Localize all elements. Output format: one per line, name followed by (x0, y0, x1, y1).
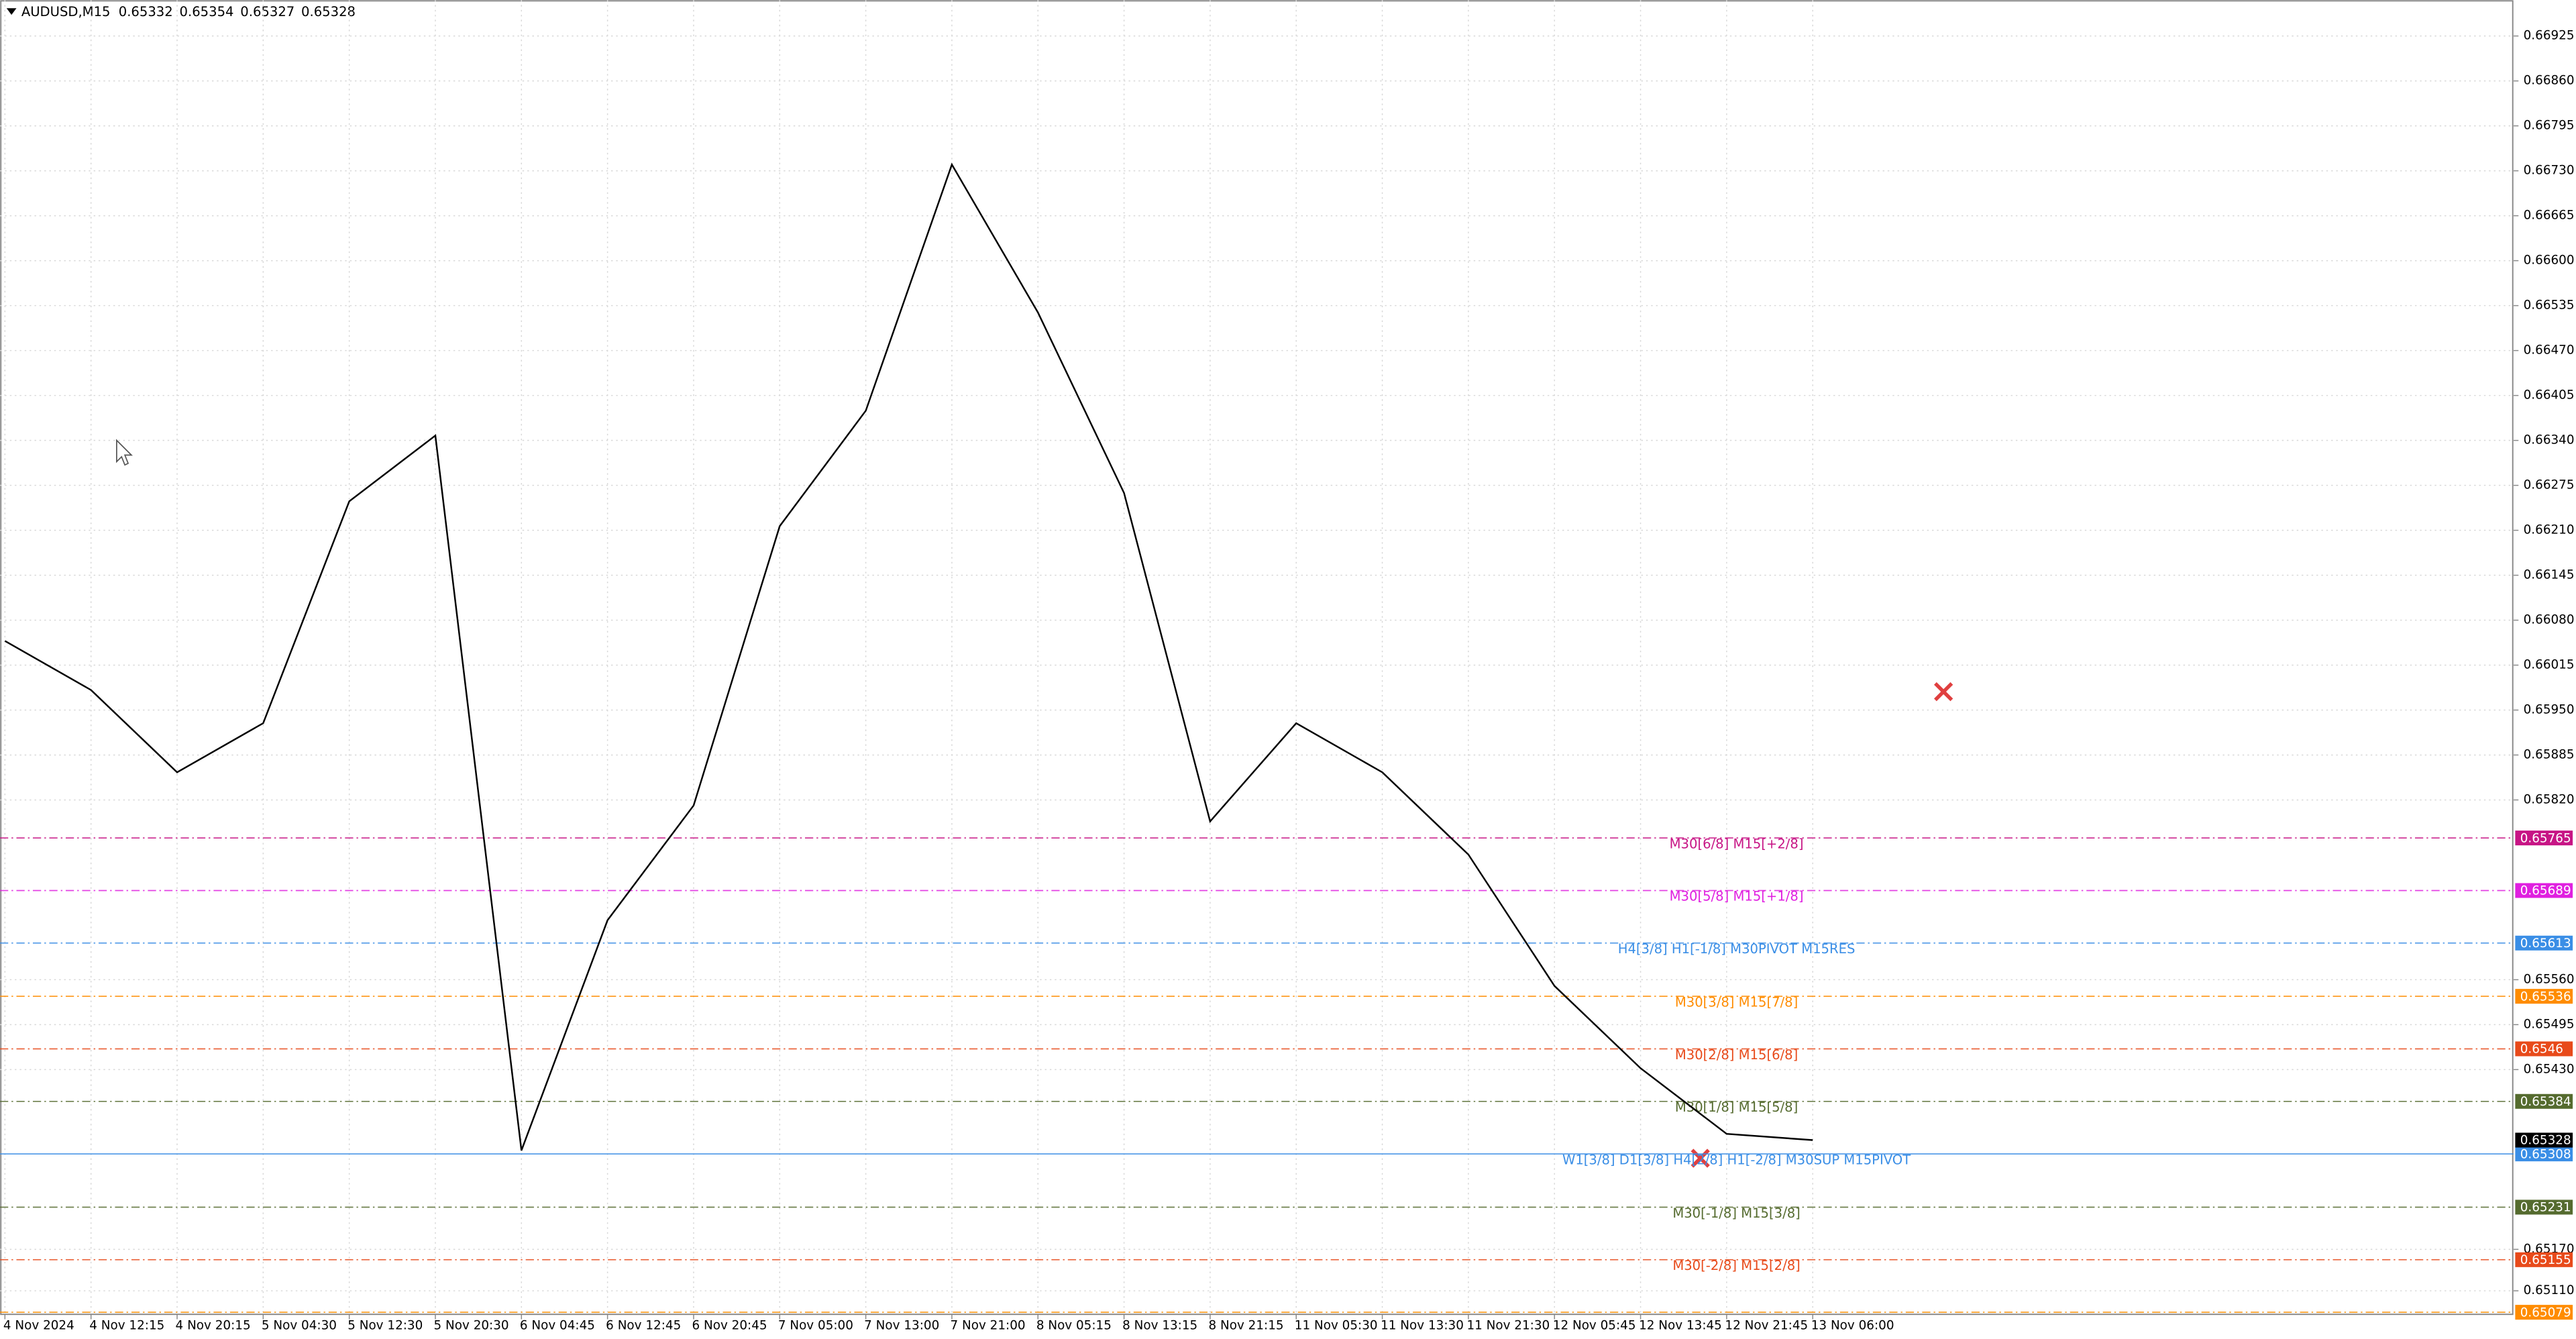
delete-marker[interactable] (1690, 1148, 1710, 1168)
ohlc-value: 0.65332 (119, 4, 173, 19)
price-tag (2515, 1199, 2573, 1215)
price-tag-label: 0.65765 (2520, 831, 2571, 845)
y-tick-label: 0.66665 (2524, 209, 2575, 223)
x-tick-label: 6 Nov 20:45 (692, 1318, 767, 1332)
y-tick-label: 0.66080 (2524, 612, 2575, 627)
price-tag-label: 0.65155 (2520, 1253, 2571, 1267)
y-tick-label: 0.66405 (2524, 388, 2575, 403)
level-label: W1[3/8] D1[3/8] H4[2/8] H1[-2/8] M30SUP … (1562, 1152, 1911, 1167)
price-tag (2515, 989, 2573, 1004)
current-price-tag (2515, 1132, 2573, 1148)
y-tick-label: 0.65820 (2524, 792, 2575, 806)
level-label: M30[2/8] M15[6/8] (1675, 1047, 1798, 1063)
price-tag-label: 0.65384 (2520, 1095, 2571, 1109)
x-tick-label: 11 Nov 21:30 (1466, 1318, 1550, 1332)
y-tick-label: 0.66925 (2524, 29, 2575, 43)
delete-marker[interactable] (1933, 682, 1953, 702)
y-tick-label: 0.66340 (2524, 433, 2575, 447)
price-tag (2515, 1041, 2573, 1057)
x-tick-label: 5 Nov 20:30 (434, 1318, 509, 1332)
x-tick-label: 4 Nov 20:15 (176, 1318, 251, 1332)
x-tick-label: 6 Nov 12:45 (606, 1318, 681, 1332)
price-tag (2515, 883, 2573, 898)
mouse-cursor (116, 439, 133, 466)
x-tick-label: 8 Nov 13:15 (1122, 1318, 1197, 1332)
ohlc-value: 0.65328 (301, 4, 356, 19)
price-tag (2515, 831, 2573, 846)
price-tag (2515, 1305, 2573, 1320)
price-tag-label: 0.65079 (2520, 1305, 2571, 1320)
x-tick-label: 7 Nov 05:00 (778, 1318, 853, 1332)
price-tag-label: 0.65231 (2520, 1201, 2571, 1215)
x-tick-label: 5 Nov 04:30 (262, 1318, 337, 1332)
x-tick-label: 4 Nov 2024 (3, 1318, 74, 1332)
x-tick-label: 8 Nov 21:15 (1208, 1318, 1283, 1332)
level-label: M30[-2/8] M15[2/8] (1672, 1258, 1800, 1273)
y-tick-label: 0.66145 (2524, 568, 2575, 582)
y-tick-label: 0.65495 (2524, 1017, 2575, 1031)
level-label: M30[6/8] M15[+2/8] (1670, 836, 1804, 851)
y-tick-label: 0.65110 (2524, 1283, 2575, 1297)
level-label: H4[3/8] H1[-1/8] M30PIVOT M15RES (1618, 941, 1856, 957)
y-tick-label: 0.65560 (2524, 972, 2575, 986)
y-tick-label: 0.66795 (2524, 119, 2575, 133)
x-tick-label: 7 Nov 13:00 (864, 1318, 939, 1332)
y-tick-label: 0.65430 (2524, 1062, 2575, 1076)
x-tick-label: 12 Nov 21:45 (1725, 1318, 1808, 1332)
price-tag-label: 0.6546 (2520, 1042, 2563, 1057)
price-tag-label: 0.65536 (2520, 989, 2571, 1004)
y-tick-label: 0.66210 (2524, 523, 2575, 537)
y-tick-label: 0.66730 (2524, 164, 2575, 178)
price-tag-label: 0.65308 (2520, 1147, 2571, 1161)
y-tick-label: 0.66860 (2524, 74, 2575, 88)
chart-title: AUDUSD,M15 (21, 4, 111, 19)
plot-frame (0, 0, 2514, 1316)
y-tick-label: 0.66275 (2524, 478, 2575, 492)
level-label: M30[1/8] M15[5/8] (1675, 1100, 1798, 1115)
x-tick-label: 13 Nov 06:00 (1811, 1318, 1894, 1332)
price-tag (2515, 935, 2573, 951)
y-tick-label: 0.66470 (2524, 343, 2575, 358)
price-tag (2515, 1252, 2573, 1267)
price-tag-label: 0.65613 (2520, 936, 2571, 951)
price-tag-label: 0.65689 (2520, 884, 2571, 898)
x-tick-label: 11 Nov 05:30 (1295, 1318, 1378, 1332)
level-label: M30[3/8] M15[7/8] (1675, 994, 1798, 1010)
x-tick-label: 11 Nov 13:30 (1381, 1318, 1464, 1332)
y-tick-label: 0.66535 (2524, 299, 2575, 313)
y-tick-label: 0.65885 (2524, 747, 2575, 761)
price-tag (2515, 1093, 2573, 1109)
x-tick-label: 8 Nov 05:15 (1036, 1318, 1112, 1332)
ohlc-value: 0.65354 (180, 4, 234, 19)
x-tick-label: 12 Nov 13:45 (1639, 1318, 1722, 1332)
y-tick-label: 0.65950 (2524, 702, 2575, 716)
x-tick-label: 12 Nov 05:45 (1553, 1318, 1636, 1332)
y-tick-label: 0.66600 (2524, 254, 2575, 268)
level-label: M30[5/8] M15[+1/8] (1670, 889, 1804, 904)
ohlc-value: 0.65327 (240, 4, 294, 19)
y-tick-label: 0.66015 (2524, 657, 2575, 672)
x-tick-label: 5 Nov 12:30 (347, 1318, 423, 1332)
current-price-label: 0.65328 (2520, 1134, 2571, 1148)
x-tick-label: 4 Nov 12:15 (89, 1318, 164, 1332)
price-line (4, 162, 1813, 1151)
menu-triangle[interactable] (6, 8, 17, 15)
level-label: M30[-1/8] M15[3/8] (1672, 1206, 1800, 1221)
price-tag (2515, 1146, 2573, 1162)
x-tick-label: 6 Nov 04:45 (520, 1318, 595, 1332)
x-tick-label: 7 Nov 21:00 (950, 1318, 1025, 1332)
